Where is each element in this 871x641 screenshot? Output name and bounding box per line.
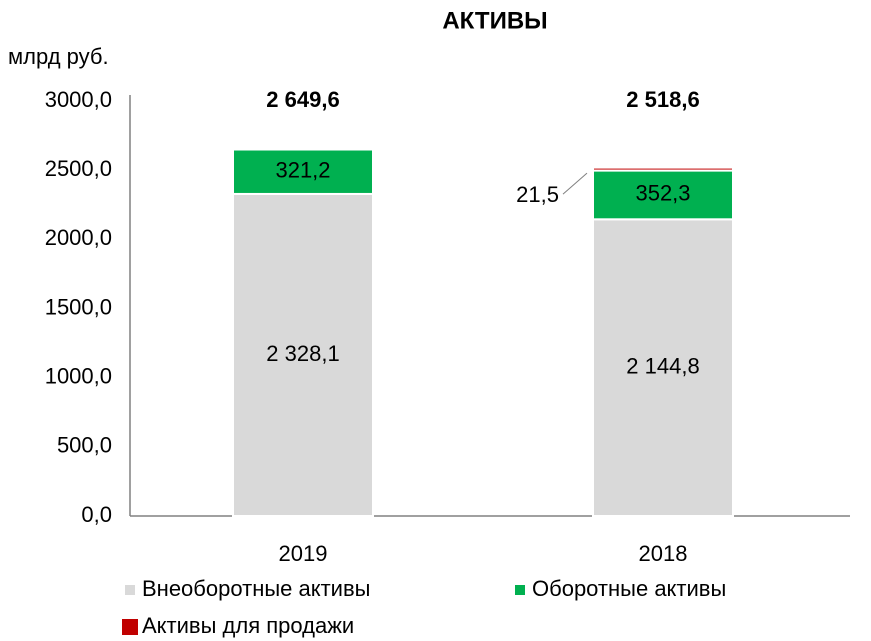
y-tick-label: 3000,0: [45, 87, 112, 112]
legend-swatch: [125, 585, 135, 595]
value-label: 321,2: [275, 158, 330, 183]
value-label: 21,5: [516, 182, 559, 207]
legend-swatch: [515, 585, 525, 595]
legend-swatch: [122, 619, 138, 635]
y-tick-label: 0,0: [81, 502, 112, 527]
bar-segment: [592, 218, 734, 517]
legend-label: Активы для продажи: [142, 613, 354, 638]
value-label: 2 328,1: [266, 341, 339, 366]
x-tick-label: 2019: [279, 541, 328, 566]
legend-label: Внеоборотные активы: [142, 576, 370, 601]
bar-segment: [232, 148, 374, 195]
leader-line: [562, 172, 588, 195]
legend-label: Оборотные активы: [532, 576, 726, 601]
y-tick-label: 2000,0: [45, 225, 112, 250]
value-label: 352,3: [635, 181, 690, 206]
x-tick-label: 2018: [639, 541, 688, 566]
bar-segment: [592, 166, 734, 172]
bar-segment: [592, 169, 734, 221]
value-label: 2 144,8: [626, 353, 699, 378]
y-tick-label: 1500,0: [45, 294, 112, 319]
total-label: 2 518,6: [626, 87, 699, 112]
total-label: 2 649,6: [266, 87, 339, 112]
y-tick-label: 1000,0: [45, 363, 112, 388]
y-tick-label: 500,0: [57, 433, 112, 458]
y-axis-label: млрд руб.: [8, 44, 109, 69]
chart-title: АКТИВЫ: [442, 7, 547, 34]
bar-segment: [232, 192, 374, 517]
y-tick-label: 2500,0: [45, 156, 112, 181]
